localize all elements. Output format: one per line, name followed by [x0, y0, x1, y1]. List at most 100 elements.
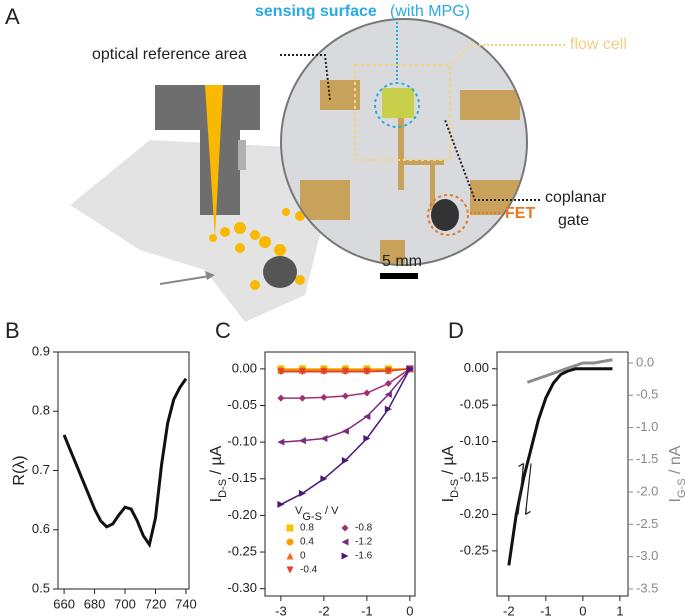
legend-marker: [341, 538, 349, 546]
marker: [406, 365, 414, 373]
marker: [320, 393, 328, 401]
y-axis-label-sub: D-S: [217, 479, 229, 498]
panel-letter: D: [448, 318, 464, 343]
y2-axis-label-sub: G-S: [676, 478, 685, 498]
data-line: [507, 367, 613, 566]
marker: [320, 434, 328, 442]
hysteresis-arrow: [524, 463, 532, 515]
x-tick-label: -2: [318, 603, 330, 616]
y-tick-label: 0.8: [32, 403, 50, 418]
label: optical reference area: [92, 46, 247, 63]
x-tick-label: 720: [145, 596, 167, 611]
data-line: [62, 377, 188, 549]
x-tick-label: -3: [275, 603, 287, 616]
marker: [384, 405, 392, 413]
marker: [298, 368, 306, 376]
y2-axis-label-part: I: [667, 498, 684, 502]
y-tick-label: 0.5: [32, 580, 50, 595]
x-tick-label: -2: [503, 603, 515, 616]
y-tick-label: 0.7: [32, 462, 50, 477]
label: coplanar: [545, 189, 607, 206]
marker: [277, 438, 285, 446]
marker: [298, 489, 306, 497]
data-line: [526, 358, 613, 384]
marker: [298, 437, 306, 445]
x-tick-label: -1: [361, 603, 373, 616]
connector: [280, 368, 411, 506]
y-axis-label: ID-S / µA: [440, 445, 461, 502]
y-tick-label: -0.10: [227, 434, 257, 449]
legend-marker: [286, 566, 294, 574]
marker: [363, 368, 371, 376]
y-axis-label-part: / µA: [440, 445, 457, 479]
x-tick-label: 0: [579, 603, 586, 616]
plot-frame: [496, 351, 629, 597]
marker: [298, 394, 306, 402]
x-tick-label: -1: [540, 603, 552, 616]
label: sensing surface: [255, 3, 377, 20]
y2-tick-label: -0.5: [636, 387, 658, 402]
panel-letter: C: [215, 318, 231, 343]
marker: [341, 427, 349, 435]
y2-tick-label: -2.0: [636, 484, 658, 499]
legend-marker: [286, 552, 294, 560]
legend-label: -1.2: [355, 537, 373, 548]
panel-letter: A: [5, 4, 20, 29]
legend-marker: [341, 524, 349, 532]
legend-marker: [286, 538, 294, 546]
y2-tick-label: -2.5: [636, 516, 658, 531]
panel-a-drawing: [70, 18, 565, 322]
y-tick-label: -0.15: [459, 469, 489, 484]
y-axis-label-sub: D-S: [449, 479, 461, 498]
legend-title-part: / V: [322, 505, 339, 517]
y2-tick-label: -3.5: [636, 580, 658, 595]
y2-tick-label: -3.0: [636, 548, 658, 563]
legend-label: -1.6: [355, 551, 373, 562]
marker: [341, 392, 349, 400]
y2-axis-label: IG-S / nA: [667, 445, 685, 502]
y-axis-label-part: / µA: [208, 445, 225, 479]
legend-title-sub: G-S: [302, 511, 322, 523]
y2-tick-label: -1.0: [636, 419, 658, 434]
plot-frame: [264, 351, 416, 597]
y-tick-label: -0.20: [227, 507, 257, 522]
marker: [341, 368, 349, 376]
legend-title: VG-S / V: [295, 505, 339, 523]
panel-letter: B: [5, 318, 20, 343]
hysteresis-arrow: [517, 462, 525, 515]
legend-title-part: V: [295, 505, 303, 517]
legend-label: 0.8: [300, 523, 314, 534]
y-tick-label: -0.30: [227, 580, 257, 595]
marker: [277, 500, 285, 508]
marker: [384, 367, 392, 375]
y-tick-label: 0.6: [32, 521, 50, 536]
y-tick-label: -0.10: [459, 433, 489, 448]
y-tick-label: 0.00: [464, 360, 489, 375]
marker: [341, 456, 349, 464]
label: flow cell: [570, 36, 627, 53]
marker: [320, 475, 328, 483]
label: (with MPG): [390, 3, 470, 20]
label: gate: [558, 212, 589, 229]
marker: [363, 412, 371, 420]
marker: [363, 434, 371, 442]
legend-label: -0.4: [300, 565, 318, 576]
marker: [277, 394, 285, 402]
y-axis-label-part: I: [440, 498, 457, 502]
y-tick-label: -0.15: [227, 470, 257, 485]
legend-label: -0.8: [355, 523, 373, 534]
x-tick-label: 680: [84, 596, 106, 611]
y-tick-label: -0.25: [459, 542, 489, 557]
y-axis-label-part: I: [208, 498, 225, 502]
marker: [363, 389, 371, 397]
x-tick-label: 740: [175, 596, 197, 611]
label: FET: [505, 205, 535, 222]
y-axis-label: ID-S / µA: [208, 445, 229, 502]
y-tick-label: 0.00: [232, 360, 257, 375]
marker: [384, 390, 392, 398]
y-tick-label: -0.25: [227, 543, 257, 558]
y2-tick-label: 0.0: [636, 354, 654, 369]
marker: [320, 368, 328, 376]
y-tick-label: -0.20: [459, 506, 489, 521]
